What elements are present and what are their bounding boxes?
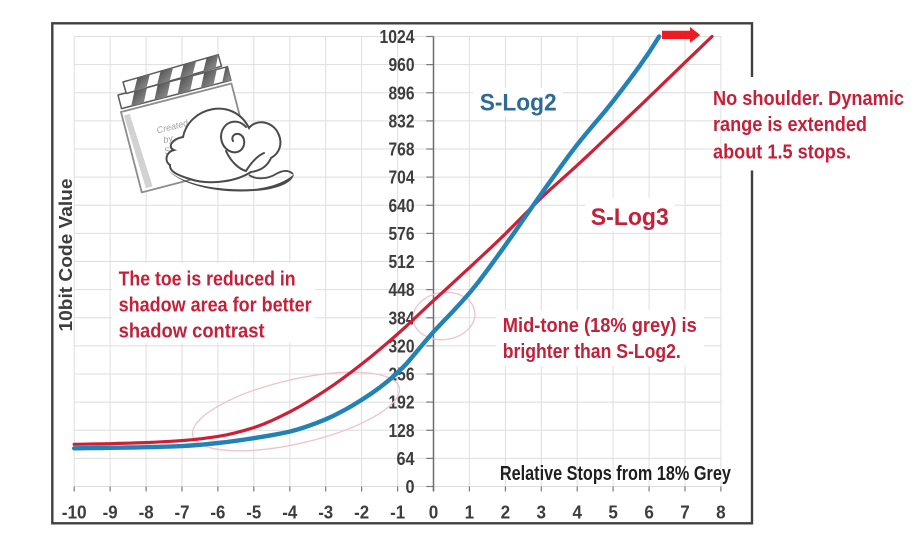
svg-text:No shoulder. Dynamic: No shoulder. Dynamic [713,88,904,110]
svg-text:about 1.5 stops.: about 1.5 stops. [713,141,851,163]
svg-text:896: 896 [389,83,415,103]
svg-text:0: 0 [406,477,415,497]
svg-text:704: 704 [389,168,415,188]
svg-text:Mid-tone (18% grey) is: Mid-tone (18% grey) is [503,315,697,337]
svg-text:-6: -6 [210,502,225,523]
svg-text:512: 512 [389,252,415,272]
svg-text:shadow contrast: shadow contrast [119,321,265,343]
svg-text:0: 0 [429,502,439,523]
svg-text:brighter than S-Log2.: brighter than S-Log2. [503,341,681,363]
svg-text:-4: -4 [282,502,298,523]
svg-text:-8: -8 [139,502,154,523]
svg-text:-7: -7 [175,502,190,523]
svg-text:2: 2 [501,502,511,523]
svg-text:S-Log2: S-Log2 [480,90,557,117]
svg-text:The toe is reduced in: The toe is reduced in [119,268,296,290]
svg-text:10bit Code Value: 10bit Code Value [56,179,76,332]
svg-text:-2: -2 [354,502,369,523]
svg-text:192: 192 [389,393,415,413]
svg-text:-5: -5 [246,502,261,523]
svg-text:8: 8 [716,502,726,523]
svg-text:1024: 1024 [380,27,415,47]
svg-text:range is extended: range is extended [713,114,867,136]
svg-text:S-Log3: S-Log3 [591,204,669,231]
svg-text:7: 7 [680,502,690,523]
svg-text:832: 832 [389,111,415,131]
svg-text:-3: -3 [318,502,333,523]
svg-text:1: 1 [465,502,475,523]
svg-text:448: 448 [389,280,415,300]
svg-text:768: 768 [389,140,415,160]
svg-text:320: 320 [389,336,415,356]
svg-text:Relative Stops from 18% Grey: Relative Stops from 18% Grey [500,463,732,485]
svg-text:4: 4 [572,502,582,523]
svg-text:384: 384 [389,308,415,328]
svg-text:576: 576 [389,224,415,244]
svg-text:6: 6 [644,502,654,523]
svg-text:5: 5 [608,502,618,523]
svg-text:256: 256 [389,365,415,385]
svg-text:128: 128 [389,421,415,441]
svg-text:shadow area for better: shadow area for better [119,295,312,317]
svg-text:960: 960 [389,55,415,75]
svg-text:64: 64 [397,449,415,469]
svg-text:-1: -1 [390,502,405,523]
svg-text:-10: -10 [62,502,87,523]
svg-text:3: 3 [537,502,547,523]
svg-text:-9: -9 [103,502,118,523]
svg-text:640: 640 [389,196,415,216]
